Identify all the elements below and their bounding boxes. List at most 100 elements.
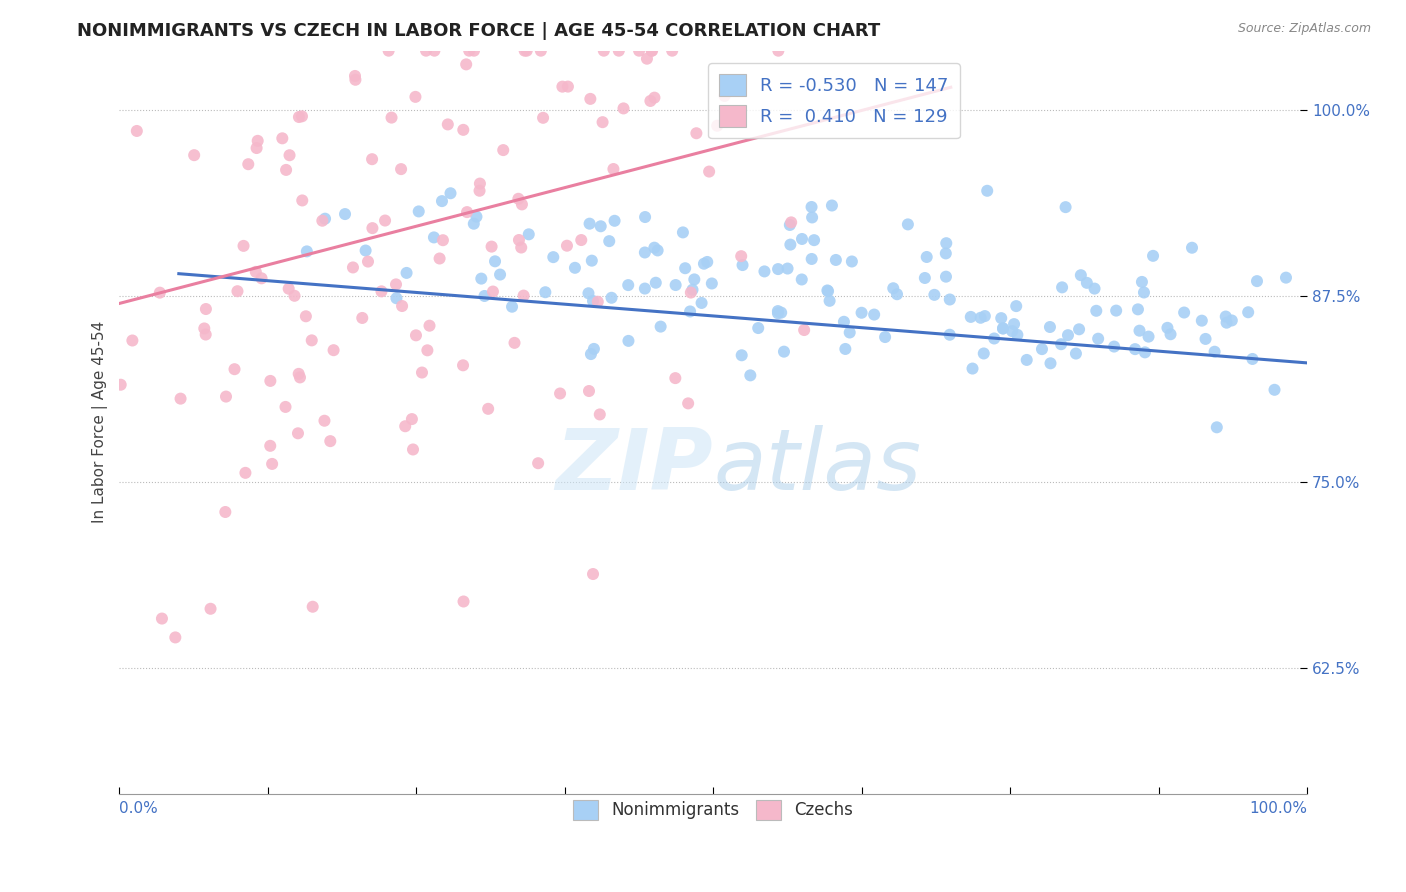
Point (1005, 299, 1028, 313)
Point (582, 342, 605, 356)
Point (259, 439, 281, 453)
Point (766, 262, 789, 277)
Point (747, 321, 769, 335)
Point (527, 456, 550, 470)
Point (973, 346, 995, 360)
Point (430, 194, 453, 208)
Point (314, 211, 336, 226)
Point (838, 326, 860, 340)
Point (436, 117, 458, 131)
Point (287, 367, 309, 381)
Point (214, 505, 236, 519)
Point (194, 327, 217, 342)
Point (301, 599, 323, 614)
Point (731, 348, 754, 362)
Point (962, 361, 984, 376)
Point (780, 215, 803, 229)
Point (508, 192, 530, 206)
Point (432, 233, 454, 247)
Point (513, 44, 536, 58)
Text: Source: ZipAtlas.com: Source: ZipAtlas.com (1237, 22, 1371, 36)
Point (754, 264, 776, 278)
Point (377, 44, 399, 58)
Point (628, 44, 651, 58)
Point (468, 184, 491, 198)
Point (150, 611, 173, 625)
Point (405, 328, 427, 343)
Point (224, 362, 246, 376)
Point (1087, 332, 1109, 346)
Point (969, 310, 991, 325)
Point (343, 69, 366, 83)
Point (548, 386, 571, 401)
Point (439, 186, 461, 201)
Point (1007, 327, 1029, 342)
Point (481, 239, 503, 253)
Point (259, 374, 281, 388)
Point (818, 293, 841, 308)
Point (696, 255, 718, 269)
Point (517, 227, 540, 242)
Point (530, 44, 553, 58)
Point (458, 44, 481, 58)
Point (579, 92, 602, 106)
Point (183, 148, 205, 162)
Point (938, 327, 960, 342)
Point (617, 278, 640, 293)
Point (429, 252, 451, 266)
Point (295, 310, 318, 324)
Point (643, 90, 665, 104)
Point (793, 323, 815, 337)
Point (1128, 324, 1150, 338)
Point (1064, 346, 1087, 360)
Point (238, 157, 260, 171)
Point (770, 305, 793, 319)
Point (512, 288, 534, 302)
Point (322, 343, 344, 358)
Point (841, 254, 863, 268)
Point (551, 79, 574, 94)
Point (706, 119, 728, 133)
Point (361, 221, 384, 235)
Point (342, 260, 364, 275)
Point (389, 162, 412, 177)
Point (314, 414, 336, 428)
Point (149, 285, 172, 300)
Point (200, 601, 222, 615)
Point (271, 131, 294, 145)
Point (246, 134, 269, 148)
Point (617, 334, 640, 348)
Point (453, 123, 475, 137)
Text: NONIMMIGRANTS VS CZECH IN LABOR FORCE | AGE 45-54 CORRELATION CHART: NONIMMIGRANTS VS CZECH IN LABOR FORCE | … (77, 22, 880, 40)
Point (1070, 268, 1092, 283)
Point (301, 334, 323, 348)
Point (465, 210, 488, 224)
Point (821, 198, 844, 212)
Point (647, 244, 669, 258)
Point (800, 200, 823, 214)
Point (492, 143, 515, 157)
Point (1039, 356, 1062, 370)
Point (679, 285, 702, 300)
Point (676, 396, 699, 410)
Point (600, 291, 623, 305)
Y-axis label: In Labor Force | Age 45-54: In Labor Force | Age 45-54 (93, 321, 108, 524)
Point (385, 277, 408, 292)
Point (817, 284, 839, 298)
Point (773, 344, 796, 359)
Point (832, 315, 855, 329)
Point (423, 44, 446, 58)
Point (693, 257, 716, 271)
Point (592, 44, 614, 58)
Point (295, 244, 318, 259)
Point (803, 233, 825, 247)
Point (935, 236, 957, 251)
Point (643, 241, 665, 255)
Point (636, 52, 658, 66)
Point (385, 291, 408, 305)
Point (1181, 241, 1204, 255)
Point (1215, 316, 1237, 330)
Point (991, 321, 1014, 335)
Point (1123, 342, 1146, 356)
Point (586, 294, 609, 309)
